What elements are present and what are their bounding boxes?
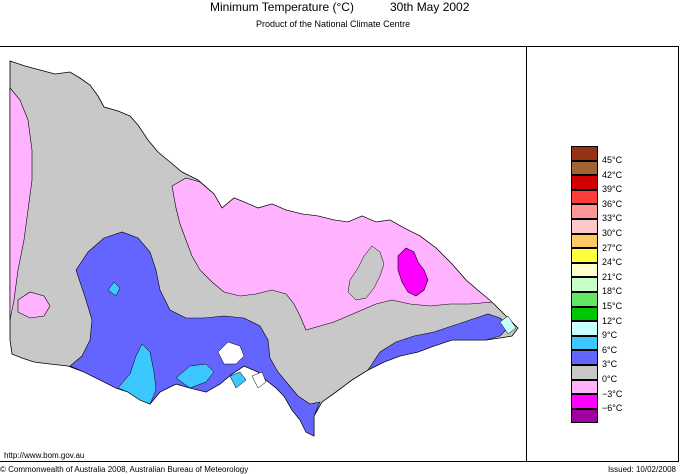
legend-swatch-39 — [571, 175, 598, 190]
legend-row-6: 6°C — [571, 335, 651, 355]
legend-swatch-27 — [571, 233, 598, 249]
legend-swatch-12 — [571, 306, 598, 322]
issued-date: Issued: 10/02/2008 — [607, 465, 676, 474]
legend-swatch-24 — [571, 248, 598, 263]
cyan-zone-bay — [175, 363, 215, 389]
legend-row-24: 24°C — [571, 248, 651, 267]
legend-row-minus6: −6°C — [571, 394, 651, 413]
legend-row-30: 30°C — [571, 218, 651, 238]
legend-swatch-minus6 — [571, 394, 598, 409]
legend-label-3: 3°C — [602, 359, 618, 370]
legend-row-bottom — [571, 408, 651, 424]
victoria-map — [9, 60, 519, 437]
map-date: 30th May 2002 — [390, 0, 470, 14]
legend-label-18: 18°C — [602, 286, 623, 297]
cyan-zone-port-phillip — [117, 343, 157, 405]
legend-swatch-42 — [571, 160, 598, 176]
legend-label-45: 45°C — [602, 155, 623, 165]
legend-row-minus3: −3°C — [571, 379, 651, 399]
map-subtitle: Product of the National Climate Centre — [256, 19, 411, 29]
grey-valley-east — [347, 245, 385, 301]
legend-row-27: 27°C — [571, 233, 651, 253]
legend-label-0: 0°C — [602, 373, 618, 384]
legend-label-21: 21°C — [602, 271, 623, 282]
legend-swatch-36 — [571, 189, 598, 205]
legend-swatch-3 — [571, 350, 598, 365]
legend-row-18: 18°C — [571, 277, 651, 296]
cyan-zone-inland — [107, 281, 121, 297]
legend-swatch-9 — [571, 321, 598, 336]
legend-label-minus6: −6°C — [602, 403, 623, 414]
western-port — [251, 371, 267, 389]
legend-swatch-minus3 — [571, 379, 598, 395]
cyan-zone-east-tip — [499, 315, 517, 335]
legend-label-12: 12°C — [602, 315, 623, 326]
legend-row-3: 3°C — [571, 350, 651, 369]
port-phillip-bay — [217, 341, 245, 365]
legend-swatch-0 — [571, 364, 598, 380]
legend-label-27: 27°C — [602, 242, 623, 253]
legend-swatch-bottom — [571, 408, 598, 424]
legend-label-36: 36°C — [602, 198, 623, 209]
legend-row-45: 45°C — [571, 146, 651, 165]
legend-row-39: 39°C — [571, 175, 651, 194]
legend-label-42: 42°C — [602, 169, 623, 180]
legend-swatch-15 — [571, 291, 598, 307]
legend-label-33: 33°C — [602, 213, 623, 224]
map-title: Minimum Temperature (°C) — [210, 0, 354, 14]
legend-label-6: 6°C — [602, 344, 618, 355]
legend-row-42: 42°C — [571, 160, 651, 180]
legend-row-12: 12°C — [571, 306, 651, 326]
website-url: http://www.bom.gov.au — [4, 451, 85, 460]
magenta-zone — [397, 247, 429, 297]
legend-row-36: 36°C — [571, 189, 651, 209]
legend-swatch-33 — [571, 204, 598, 219]
pink-zone-west — [9, 87, 33, 321]
legend-label-15: 15°C — [602, 300, 623, 311]
legend-swatch-45 — [571, 146, 598, 161]
legend-row-33: 33°C — [571, 204, 651, 223]
map-area — [0, 46, 527, 462]
legend-label-39: 39°C — [602, 184, 623, 195]
legend-swatch-18 — [571, 277, 598, 292]
temperature-legend: 45°C 42°C 39°C 36°C 33°C 30°C 27°C 24°C … — [571, 146, 651, 424]
pink-patch-lake — [17, 291, 51, 319]
cyan-zone-westernport — [229, 371, 247, 389]
legend-row-21: 21°C — [571, 262, 651, 282]
legend-label-30: 30°C — [602, 227, 623, 238]
header: Minimum Temperature (°C) 30th May 2002 P… — [0, 0, 680, 46]
legend-row-0: 0°C — [571, 364, 651, 384]
legend-swatch-30 — [571, 218, 598, 234]
legend-swatch-21 — [571, 262, 598, 278]
legend-row-9: 9°C — [571, 321, 651, 340]
legend-label-9: 9°C — [602, 330, 618, 341]
legend-label-minus3: −3°C — [602, 388, 623, 399]
legend-label-24: 24°C — [602, 257, 623, 268]
map-frame — [0, 46, 679, 462]
legend-swatch-6 — [571, 335, 598, 351]
copyright-text: © Commonwealth of Australia 2008, Austra… — [0, 465, 249, 474]
legend-row-15: 15°C — [571, 291, 651, 311]
